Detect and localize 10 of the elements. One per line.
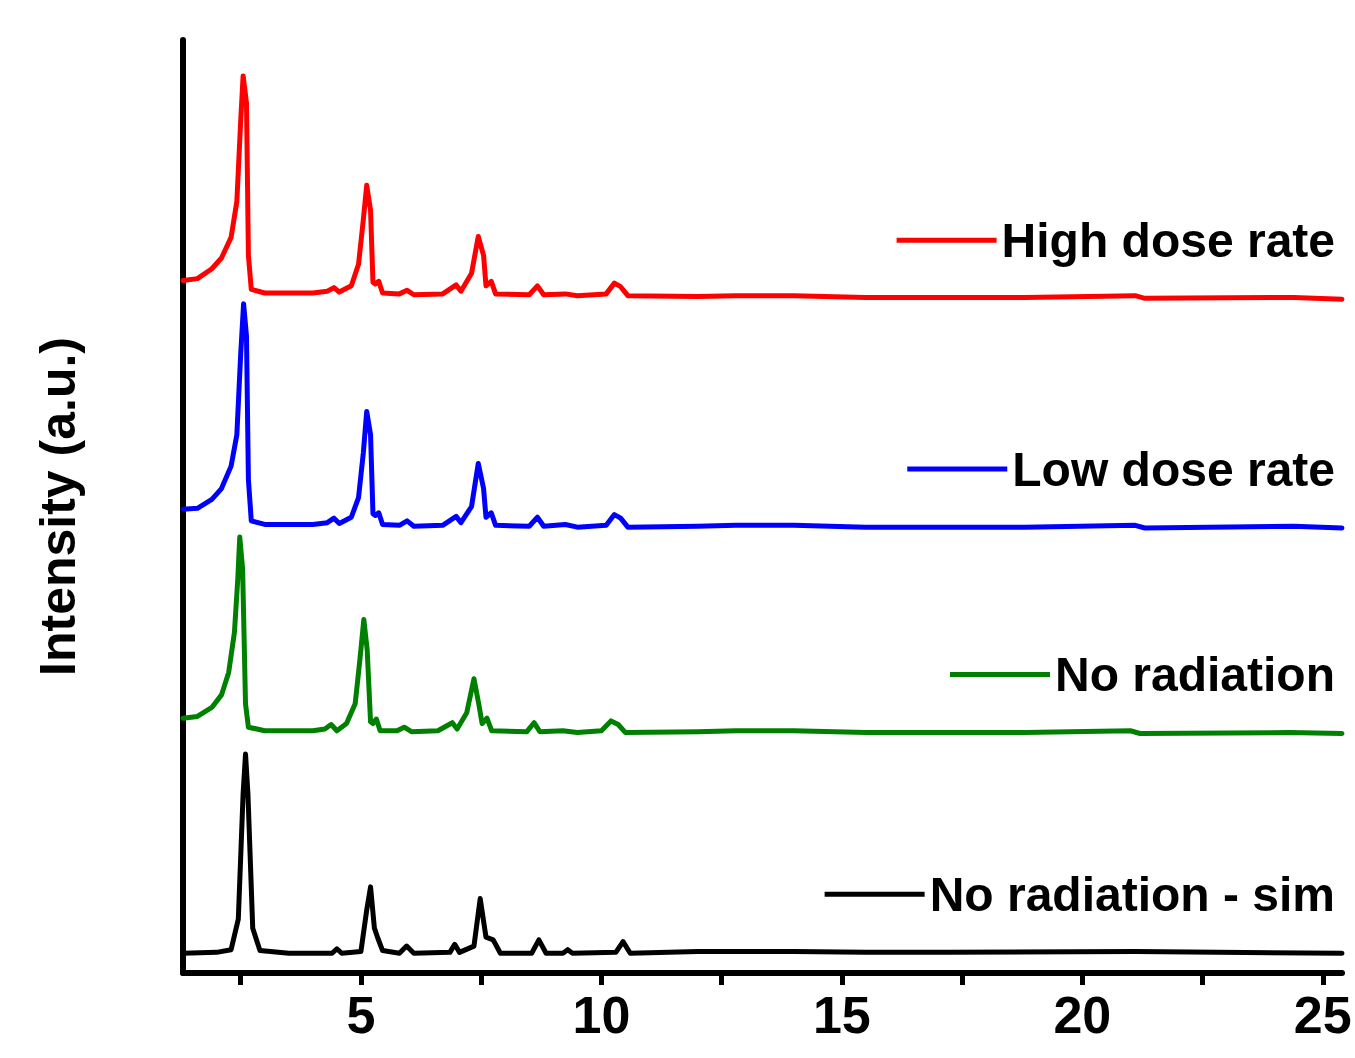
x-tick-label: 5 bbox=[346, 986, 376, 1044]
legend-label: High dose rate bbox=[1001, 213, 1336, 267]
legend-label: Low dose rate bbox=[1012, 442, 1335, 496]
legend-label: No radiation bbox=[1054, 647, 1336, 701]
x-tick-label: 25 bbox=[1293, 986, 1352, 1044]
x-tick-label: 20 bbox=[1053, 986, 1112, 1044]
legend-label: No radiation - sim bbox=[929, 867, 1335, 921]
x-tick-label: 10 bbox=[572, 986, 631, 1044]
y-axis-title: Intensity (a.u.) bbox=[30, 337, 86, 676]
x-tick-label: 15 bbox=[812, 986, 871, 1044]
